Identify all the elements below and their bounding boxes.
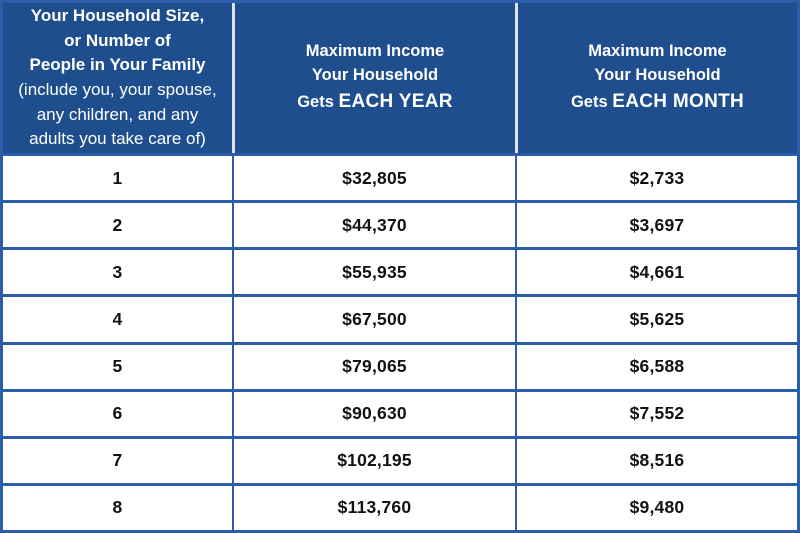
household-size-cell: 7 (112, 450, 123, 471)
header-year-line: Maximum Income (305, 42, 445, 61)
monthly-income-cell: $8,516 (515, 438, 797, 483)
household-size-cell: 3 (112, 261, 123, 282)
header-household-title-line: or Number of (64, 30, 171, 50)
table-row: 1 $32,805 $2,733 (3, 153, 797, 201)
yearly-income-cell: $67,500 (232, 297, 515, 342)
table-row: 3 $55,935 $4,661 (3, 247, 797, 295)
header-cell-household-size: Your Household Size, or Number of People… (3, 3, 232, 153)
yearly-income-cell: $79,065 (232, 344, 515, 389)
header-household-title-line: Your Household Size, (30, 6, 205, 26)
header-cell-max-income-month: Maximum Income Your Household Gets EACH … (515, 3, 797, 153)
header-household-note-line: adults you take care of) (29, 129, 206, 149)
household-size-cell: 2 (112, 214, 123, 235)
household-size-cell: 5 (112, 356, 123, 377)
monthly-income-cell: $5,625 (515, 297, 797, 342)
table-header-row: Your Household Size, or Number of People… (3, 3, 797, 153)
table-row: 5 $79,065 $6,588 (3, 341, 797, 389)
monthly-income-cell: $3,697 (515, 203, 797, 248)
monthly-income-cell: $2,733 (515, 156, 797, 201)
header-year-line: Your Household (311, 66, 439, 85)
table-body: 1 $32,805 $2,733 2 $44,370 $3,697 3 $55,… (3, 153, 797, 530)
header-month-line: Your Household (594, 66, 721, 85)
header-household-note-line: any children, and any (36, 104, 199, 124)
each-month-emphasis: EACH MONTH (612, 91, 745, 113)
yearly-income-cell: $44,370 (232, 203, 515, 248)
table-row: 2 $44,370 $3,697 (3, 200, 797, 248)
header-year-line: Gets EACH YEAR (297, 91, 453, 113)
yearly-income-cell: $55,935 (232, 250, 515, 295)
table-row: 6 $90,630 $7,552 (3, 388, 797, 436)
header-month-line: Maximum Income (588, 42, 727, 61)
yearly-income-cell: $102,195 (232, 438, 515, 483)
monthly-income-cell: $4,661 (515, 250, 797, 295)
monthly-income-cell: $6,588 (515, 344, 797, 389)
household-size-cell: 8 (112, 497, 123, 518)
monthly-income-cell: $9,480 (515, 485, 797, 530)
table-row: 8 $113,760 $9,480 (3, 482, 797, 530)
header-household-note-line: (include you, your spouse, (18, 80, 217, 99)
header-month-line: Gets EACH MONTH (570, 91, 745, 113)
household-size-cell: 4 (112, 308, 123, 329)
yearly-income-cell: $32,805 (232, 156, 515, 201)
household-size-cell: 6 (112, 403, 123, 424)
yearly-income-cell: $113,760 (232, 485, 515, 530)
household-size-cell: 1 (112, 167, 123, 188)
header-household-title-line: People in Your Family (29, 55, 206, 75)
yearly-income-cell: $90,630 (232, 391, 515, 436)
header-cell-max-income-year: Maximum Income Your Household Gets EACH … (232, 3, 515, 153)
table-row: 4 $67,500 $5,625 (3, 294, 797, 342)
each-year-emphasis: EACH YEAR (338, 91, 453, 113)
monthly-income-cell: $7,552 (515, 391, 797, 436)
table-row: 7 $102,195 $8,516 (3, 435, 797, 483)
